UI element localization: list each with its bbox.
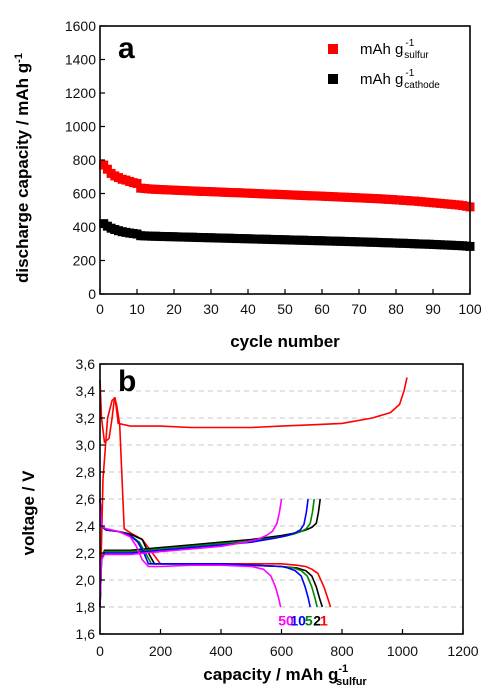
panel-a-x-tick-label: 100 (458, 301, 482, 317)
panel-b-x-tick-label: 400 (209, 643, 233, 659)
panel-a-x-tick-label: 90 (425, 301, 441, 317)
panel-a-label: a (118, 32, 135, 65)
legend-sulfur-sup: -1 (405, 38, 414, 49)
cycle-label-5: 5 (305, 613, 313, 629)
legend-entry-cathode: mAh g -1 cathode (360, 68, 440, 91)
panel-a-x-tick-label: 20 (166, 301, 182, 317)
panel-b-x-tick-label: 0 (96, 643, 104, 659)
panel-a-x-tick-label: 0 (96, 301, 104, 317)
panel-a-x-tick-label: 40 (240, 301, 256, 317)
panel-a-x-tick-label: 70 (351, 301, 367, 317)
panel-a-x-axis-label: cycle number (230, 332, 340, 351)
panel-b-x-tick-label: 1200 (447, 643, 478, 659)
panel-b-y-axis-label: voltage / V (19, 470, 38, 556)
legend-marker-cathode (328, 74, 338, 84)
panel-b-y-tick-label: 2,8 (76, 464, 96, 480)
data-point-sulfur (132, 178, 142, 188)
panel-a-y-tick-label: 600 (73, 186, 97, 202)
panel-a-y-tick-label: 1200 (65, 85, 96, 101)
panel-b-x-axis-label: capacity / mAh g-1 sulfur (203, 663, 367, 688)
panel-b-y-tick-label: 3,6 (76, 356, 96, 372)
legend-cathode-sup: -1 (405, 68, 414, 79)
panel-a-x-tick-label: 10 (129, 301, 145, 317)
panel-b-label: b (118, 365, 136, 398)
panel-b-x-tick-label: 200 (149, 643, 173, 659)
legend-cathode-sub: cathode (404, 80, 440, 91)
panel-b-y-tick-label: 2,0 (76, 572, 96, 588)
panel-a-x-tick-label: 50 (277, 301, 293, 317)
panel-b-x-axis-label-main: capacity / mAh g (203, 665, 338, 684)
panel-a-chart: 0 200 400 600 800 1000 1200 1400 1600 0 10 20 30 40 50… (13, 18, 482, 351)
panel-a-y-axis-label-sup: -1 (13, 53, 25, 63)
panel-a-y-tick-label: 0 (88, 286, 96, 302)
cycle-1-charge-curve (99, 377, 408, 608)
panel-a-y-tick-label: 200 (73, 253, 97, 269)
panel-a-y-tick-label: 800 (73, 152, 97, 168)
panel-a-x-tick-label: 60 (314, 301, 330, 317)
panel-a-y-tick-label: 400 (73, 219, 97, 235)
legend-marker-sulfur (328, 44, 338, 54)
panel-b-ticks: 1,6 1,8 2,0 2,2 2,4 2,6 2,8 3,0 3,2 3,4 3,6 0 200 400… (76, 356, 479, 659)
cycle-label-10: 10 (290, 613, 306, 629)
cycle-label-2: 2 (313, 613, 321, 629)
panel-b-x-tick-label: 800 (330, 643, 354, 659)
panel-a-y-tick-label: 1400 (65, 52, 96, 68)
cycle-label-1: 1 (320, 613, 328, 629)
cycle-50-charge-curve (99, 498, 283, 608)
legend-sulfur-main: mAh g (360, 41, 403, 58)
panel-b-curves (99, 377, 408, 608)
panel-a-ticks: 0 200 400 600 800 1000 1200 1400 1600 0 10 20 30 40 50… (65, 18, 482, 317)
legend-entry-sulfur: mAh g -1 sulfur (360, 38, 429, 61)
panel-b-y-tick-label: 3,0 (76, 437, 96, 453)
panel-a-x-tick-label: 80 (388, 301, 404, 317)
legend-sulfur-sub: sulfur (404, 50, 429, 61)
cycle-2-charge-curve (99, 498, 321, 608)
panel-a-y-axis-label-main: discharge capacity / mAh g (13, 63, 32, 283)
panel-a-data-points (99, 160, 475, 251)
panel-a-frame (99, 25, 471, 295)
panel-a-y-axis-label: discharge capacity / mAh g-1 (13, 53, 32, 283)
panel-b-y-tick-label: 2,2 (76, 545, 96, 561)
panel-b-y-tick-label: 1,8 (76, 599, 96, 615)
legend-cathode-main: mAh g (360, 71, 403, 88)
panel-a-y-tick-label: 1600 (65, 18, 96, 34)
cycle-10-charge-curve (99, 498, 309, 608)
panel-a-y-tick-label: 1000 (65, 119, 96, 135)
panel-b-chart: 1,6 1,8 2,0 2,2 2,4 2,6 2,8 3,0 3,2 3,4 3,6 0 200 400… (19, 356, 479, 688)
panel-b-x-tick-label: 600 (270, 643, 294, 659)
panel-b-x-tick-label: 1000 (387, 643, 418, 659)
panel-b-y-tick-label: 2,6 (76, 491, 96, 507)
cycle-50-discharge-curve (99, 498, 282, 608)
panel-b-y-tick-label: 2,4 (76, 518, 96, 534)
panel-b-y-tick-label: 1,6 (76, 626, 96, 642)
panel-b-y-tick-label: 3,2 (76, 410, 96, 426)
panel-b-y-tick-label: 3,4 (76, 383, 96, 399)
panel-b-x-axis-label-sub: sulfur (336, 676, 367, 688)
panel-a-x-tick-label: 30 (203, 301, 219, 317)
cycle-label-50: 50 (278, 613, 294, 629)
cycle-1-discharge-curve (99, 380, 332, 608)
panel-b-x-axis-label-sup: -1 (338, 663, 348, 675)
panel-a-legend: mAh g -1 sulfur mAh g -1 cathode (328, 38, 440, 91)
